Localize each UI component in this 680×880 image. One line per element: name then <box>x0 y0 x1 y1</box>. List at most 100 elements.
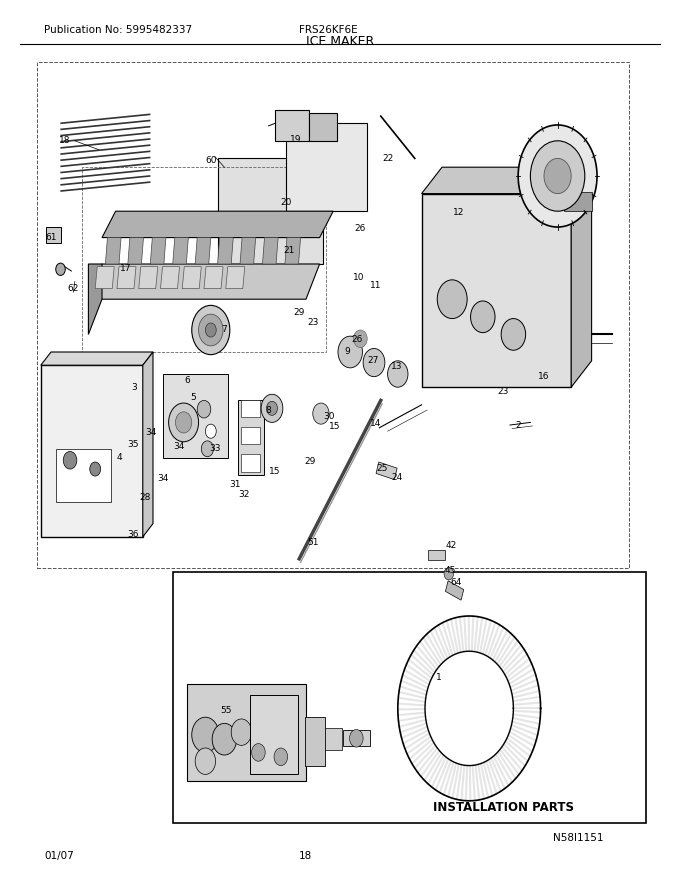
Text: 61: 61 <box>46 233 56 242</box>
Polygon shape <box>428 550 445 560</box>
Polygon shape <box>102 211 333 238</box>
Polygon shape <box>182 267 201 289</box>
Polygon shape <box>88 264 320 299</box>
Circle shape <box>363 348 385 377</box>
Polygon shape <box>173 238 188 264</box>
Text: 26: 26 <box>352 335 362 344</box>
Polygon shape <box>160 267 180 289</box>
Text: 2: 2 <box>515 422 521 430</box>
Bar <box>82 167 326 352</box>
Bar <box>163 374 228 458</box>
Text: 51: 51 <box>307 539 318 547</box>
Bar <box>250 695 298 774</box>
Circle shape <box>518 125 597 227</box>
Text: 26: 26 <box>355 224 366 233</box>
Circle shape <box>501 319 526 350</box>
Text: 30: 30 <box>324 412 335 421</box>
Text: 10: 10 <box>353 273 364 282</box>
Bar <box>37 62 629 568</box>
Text: 42: 42 <box>445 541 456 550</box>
Text: N58I1151: N58I1151 <box>553 832 603 843</box>
Text: 29: 29 <box>305 457 316 466</box>
Polygon shape <box>445 581 464 600</box>
Polygon shape <box>88 264 102 334</box>
Polygon shape <box>240 238 256 264</box>
Circle shape <box>192 305 230 355</box>
Circle shape <box>313 403 329 424</box>
Text: 18: 18 <box>59 136 70 145</box>
Text: 25: 25 <box>377 464 388 473</box>
Bar <box>241 454 260 472</box>
Bar <box>286 123 367 211</box>
Text: 24: 24 <box>392 473 403 482</box>
Bar <box>218 158 323 264</box>
Bar <box>238 400 264 475</box>
Bar <box>241 400 260 417</box>
Bar <box>187 684 306 781</box>
Text: INSTALLATION PARTS: INSTALLATION PARTS <box>432 802 574 814</box>
Polygon shape <box>105 238 121 264</box>
Circle shape <box>252 744 265 761</box>
Text: 1: 1 <box>436 673 441 682</box>
Circle shape <box>544 158 571 194</box>
Text: 20: 20 <box>280 198 291 207</box>
Bar <box>41 365 143 537</box>
Polygon shape <box>150 238 166 264</box>
Text: 23: 23 <box>498 387 509 396</box>
Text: 5: 5 <box>190 393 196 402</box>
Polygon shape <box>285 238 301 264</box>
Circle shape <box>388 361 408 387</box>
Circle shape <box>267 401 277 415</box>
Polygon shape <box>139 267 158 289</box>
Circle shape <box>354 330 367 348</box>
Circle shape <box>63 451 77 469</box>
Text: 21: 21 <box>284 246 294 255</box>
Bar <box>241 427 260 444</box>
Bar <box>325 728 342 750</box>
Bar <box>343 730 370 746</box>
Circle shape <box>530 141 585 211</box>
Text: ICE MAKER: ICE MAKER <box>306 35 374 48</box>
Polygon shape <box>226 267 245 289</box>
Polygon shape <box>128 238 143 264</box>
Circle shape <box>192 717 219 752</box>
Circle shape <box>197 400 211 418</box>
Text: 55: 55 <box>220 706 231 715</box>
Polygon shape <box>143 352 153 537</box>
Text: 62: 62 <box>68 284 79 293</box>
Text: 31: 31 <box>229 480 240 488</box>
Text: 29: 29 <box>294 308 305 317</box>
Text: 19: 19 <box>290 135 301 143</box>
Text: 34: 34 <box>158 474 169 483</box>
Circle shape <box>231 719 252 745</box>
Polygon shape <box>262 238 278 264</box>
Polygon shape <box>195 238 211 264</box>
Text: 34: 34 <box>146 429 156 437</box>
Text: 18: 18 <box>299 851 312 861</box>
Circle shape <box>205 424 216 438</box>
Text: 14: 14 <box>370 419 381 428</box>
Text: 34: 34 <box>173 442 184 451</box>
Text: 15: 15 <box>269 467 280 476</box>
Circle shape <box>212 723 237 755</box>
Text: 64: 64 <box>450 578 461 587</box>
Text: 16: 16 <box>539 372 549 381</box>
Text: 12: 12 <box>454 209 464 217</box>
Circle shape <box>195 748 216 774</box>
Bar <box>56 449 111 502</box>
Polygon shape <box>309 113 337 141</box>
Text: 11: 11 <box>371 282 381 290</box>
Circle shape <box>274 748 288 766</box>
Polygon shape <box>46 227 61 243</box>
Circle shape <box>56 263 65 275</box>
Polygon shape <box>376 462 397 480</box>
Text: 3: 3 <box>132 383 137 392</box>
Circle shape <box>199 314 223 346</box>
Text: 32: 32 <box>239 490 250 499</box>
Text: 15: 15 <box>329 422 340 431</box>
Polygon shape <box>41 352 153 365</box>
Polygon shape <box>422 167 592 194</box>
Text: 22: 22 <box>382 154 393 163</box>
Text: 28: 28 <box>140 493 151 502</box>
Circle shape <box>471 301 495 333</box>
